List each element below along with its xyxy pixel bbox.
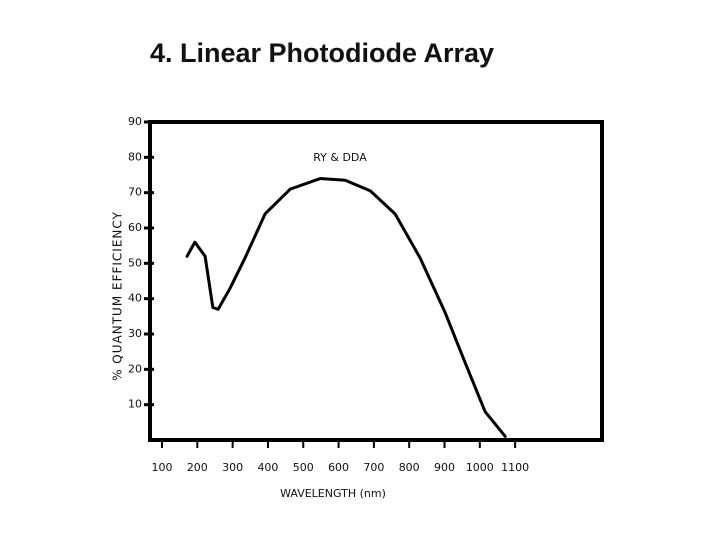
x-tick-label: 600 [328,461,349,474]
x-tick-label: 300 [222,461,243,474]
x-tick-label: 1100 [501,461,529,474]
x-tick-label: 900 [434,461,455,474]
y-tick-label: 10 [128,398,142,411]
annotation: RY & DDA [313,151,367,164]
data-line [185,177,507,438]
x-tick-label: 400 [257,461,278,474]
y-tick-label: 90 [128,115,142,128]
x-tick-label: 500 [293,461,314,474]
y-tick-label: 70 [128,186,142,199]
y-tick-label: 80 [128,150,142,163]
y-tick-label: 50 [128,256,142,269]
y-axis-label: % QUANTUM EFFICIENCY [111,211,125,381]
x-tick-label: 200 [187,461,208,474]
plot-frame [148,120,604,442]
x-tick-label: 100 [152,461,173,474]
y-tick-label: 20 [128,362,142,375]
x-axis-label: WAVELENGTH (nm) [280,487,386,500]
x-tick-label: 1000 [466,461,494,474]
x-tick-label: 800 [399,461,420,474]
y-tick-label: 30 [128,327,142,340]
y-tick-label: 60 [128,221,142,234]
chart-title: 4. Linear Photodiode Array [150,38,494,68]
y-tick-label: 40 [128,292,142,305]
x-tick-label: 700 [363,461,384,474]
